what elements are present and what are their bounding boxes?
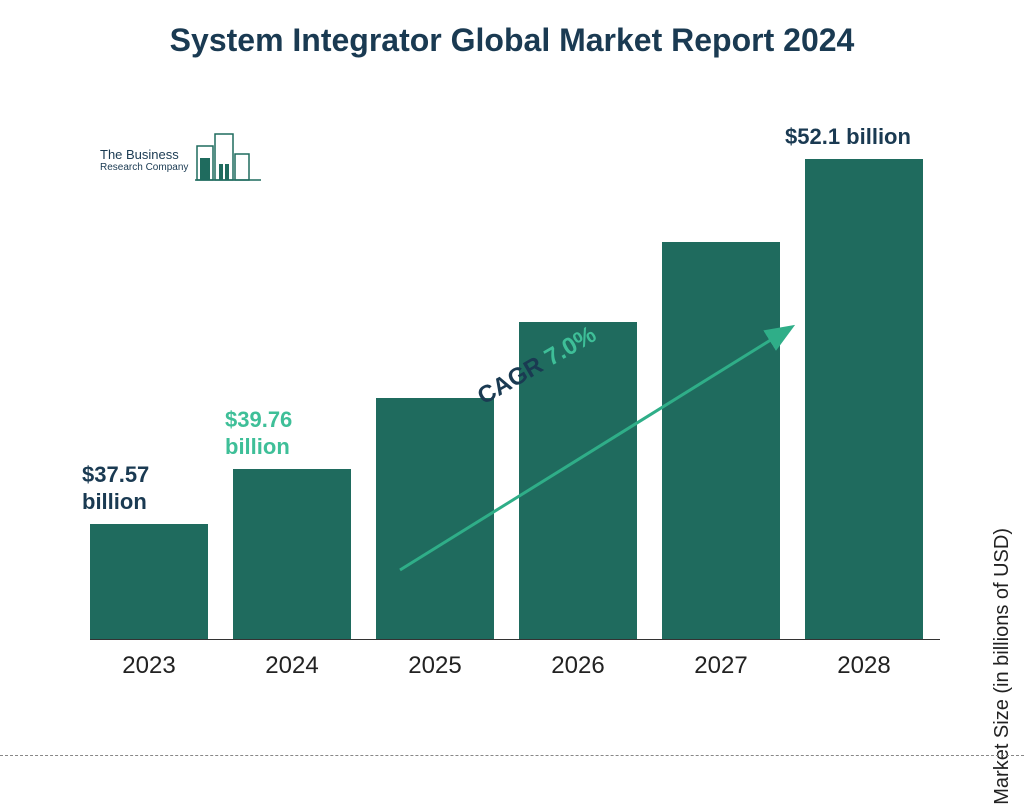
y-axis-label: Market Size (in billions of USD): [991, 528, 1014, 805]
x-axis-tick-label: 2025: [376, 652, 494, 680]
x-axis-tick-label: 2028: [805, 652, 923, 680]
bar-value-label: $52.1 billion: [785, 124, 911, 150]
x-axis-tick-label: 2026: [519, 652, 637, 680]
bar: [90, 524, 208, 639]
bar-value-label: $37.57billion: [82, 462, 230, 515]
chart-title: System Integrator Global Market Report 2…: [0, 20, 1024, 60]
bar: [376, 398, 494, 639]
bottom-divider: [0, 755, 1024, 756]
chart-area: 202320242025202620272028 $37.57billion$3…: [90, 150, 940, 680]
bar-value-label: $39.76billion: [225, 407, 373, 460]
bar-plot: [90, 150, 940, 640]
bar: [805, 159, 923, 639]
x-axis-tick-label: 2024: [233, 652, 351, 680]
x-axis-tick-label: 2023: [90, 652, 208, 680]
bar: [233, 469, 351, 639]
bar: [662, 242, 780, 639]
x-axis-tick-label: 2027: [662, 652, 780, 680]
